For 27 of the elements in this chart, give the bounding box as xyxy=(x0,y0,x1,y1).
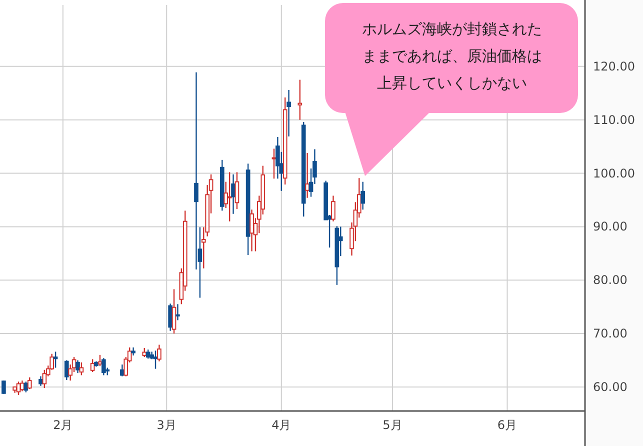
candlestick xyxy=(38,376,43,386)
candlestick xyxy=(276,136,280,180)
x-tick-label: 2月 xyxy=(53,418,73,432)
candlestick xyxy=(227,172,232,222)
candlestick xyxy=(250,209,254,252)
candlestick xyxy=(286,89,291,138)
candlestick xyxy=(220,159,224,212)
y-tick-label: 90.00 xyxy=(593,220,628,234)
candlestick xyxy=(231,174,236,214)
y-tick-label: 60.00 xyxy=(593,380,628,394)
x-tick-label: 4月 xyxy=(272,418,292,432)
y-tick-label: 120.00 xyxy=(593,59,635,74)
candlestick xyxy=(360,181,366,210)
x-tick-label: 3月 xyxy=(156,418,176,432)
candlestick xyxy=(76,360,80,374)
candlestick xyxy=(131,346,136,356)
x-tick-label: 5月 xyxy=(382,418,402,432)
y-tick-label: 80.00 xyxy=(593,273,628,288)
x-tick-label: 6月 xyxy=(497,418,518,432)
candlestick xyxy=(305,152,310,198)
y-tick-label: 70.00 xyxy=(593,326,628,341)
candlestick xyxy=(272,148,276,180)
candlestick xyxy=(331,195,336,222)
candlestick xyxy=(298,79,302,120)
y-tick-label: 110.00 xyxy=(593,112,635,127)
annotation: ホルムズ海峡が封鎖されたままであれば、原油価格は上昇していくしかない xyxy=(362,20,542,92)
y-tick-label: 100.00 xyxy=(593,166,635,180)
